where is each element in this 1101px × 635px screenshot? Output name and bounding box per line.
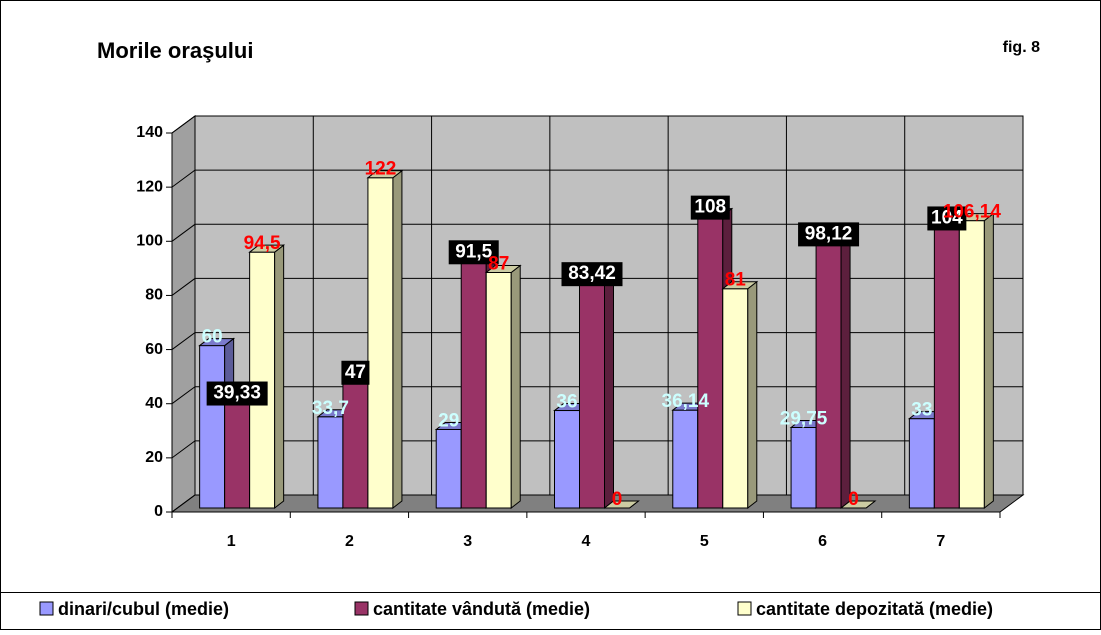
x-tick-label: 2 (345, 533, 354, 550)
y-tick-label: 80 (145, 287, 163, 304)
x-tick-label: 7 (936, 533, 945, 550)
chart-title: Morile oraşului (97, 38, 253, 63)
bar-top (839, 500, 877, 509)
x-tick-label: 6 (818, 533, 827, 550)
data-label: 122 (365, 159, 397, 180)
bar (579, 281, 605, 509)
data-label-box (927, 206, 967, 231)
bar-top (721, 281, 759, 290)
bar-side (747, 280, 758, 510)
data-label-box (448, 240, 499, 265)
bar-top (366, 170, 404, 179)
data-label-box (690, 195, 730, 220)
bar-side (510, 264, 521, 510)
bar (697, 215, 724, 509)
x-tick-label: 5 (700, 533, 709, 550)
data-label: 104 (931, 207, 963, 228)
data-label-box (798, 222, 860, 247)
y-tick-label: 60 (145, 341, 163, 358)
left-wall (171, 115, 196, 513)
y-tick-label: 140 (136, 124, 163, 141)
x-tick-label: 1 (227, 533, 236, 550)
bar (317, 416, 344, 509)
data-label: 47 (345, 362, 366, 383)
bar-side (274, 244, 285, 510)
data-label: 94,5 (244, 233, 281, 254)
bar (722, 288, 749, 509)
grid-line (171, 169, 1023, 188)
bar (224, 401, 251, 509)
data-label: 36,14 (662, 391, 710, 412)
legend-swatch (39, 601, 54, 616)
legend-label: cantitate depozitată (medie) (756, 599, 993, 619)
data-label: 108 (694, 197, 726, 218)
data-label: 33,7 (312, 398, 349, 419)
data-label: 29,75 (780, 408, 828, 429)
bar (485, 271, 512, 509)
y-tick-label: 40 (145, 395, 163, 412)
grid-line (171, 223, 1023, 242)
data-label: 36 (556, 392, 577, 413)
x-tick-label: 4 (582, 533, 591, 550)
data-label-box (561, 262, 623, 287)
data-label: 60 (202, 327, 223, 348)
bar (815, 241, 842, 509)
bar-top (248, 244, 286, 253)
data-label: 29 (438, 411, 459, 432)
legend-label: cantitate vândută (medie) (373, 599, 590, 619)
bar-top (484, 264, 522, 273)
grid-line (171, 277, 1023, 296)
data-label: 39,33 (213, 383, 261, 404)
data-label: 106,14 (943, 202, 1002, 223)
data-label: 0 (848, 489, 859, 510)
data-label: 91,5 (455, 241, 492, 262)
legend-label: dinari/cubul (medie) (58, 599, 229, 619)
bar-side (983, 212, 994, 510)
bar (435, 428, 462, 509)
data-label: 0 (612, 489, 623, 510)
data-label: 33 (911, 400, 932, 421)
bar (199, 345, 226, 509)
bar (460, 259, 487, 509)
data-label: 87 (488, 253, 509, 274)
bar-side (840, 234, 851, 510)
data-label-box (206, 381, 268, 406)
bar (249, 251, 276, 509)
bar (958, 220, 985, 509)
bar (554, 410, 580, 509)
bar (933, 225, 960, 509)
data-label: 81 (725, 270, 747, 291)
bar-top (603, 500, 640, 509)
bar-side (392, 169, 403, 510)
bar (790, 426, 817, 509)
data-label-box (341, 360, 370, 385)
data-label: 98,12 (805, 223, 853, 244)
bar-top (198, 338, 236, 347)
data-label: 83,42 (568, 263, 616, 284)
bar (367, 177, 394, 509)
legend-swatch (354, 601, 369, 616)
y-tick-label: 20 (145, 449, 163, 466)
y-tick-label: 120 (136, 178, 163, 195)
x-tick-label: 3 (463, 533, 472, 550)
bar (672, 409, 699, 509)
y-tick-label: 100 (136, 233, 163, 250)
bar (908, 418, 935, 509)
grid-line (171, 115, 1023, 134)
legend-swatch (737, 601, 752, 616)
y-tick-label: 0 (154, 503, 163, 520)
bar-side (604, 274, 614, 510)
annotation: fig. 8 (1003, 39, 1040, 56)
